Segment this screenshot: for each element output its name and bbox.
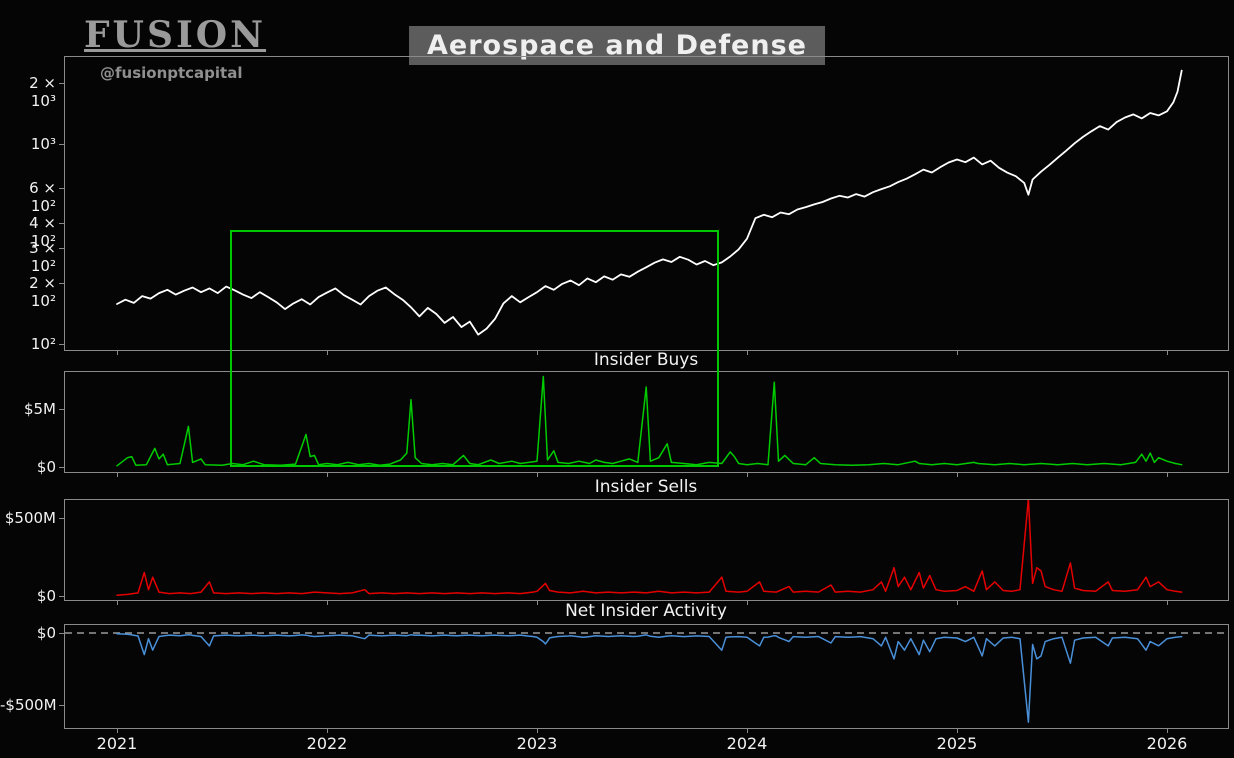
y-tick-label: 10² (0, 335, 56, 353)
x-tick-label: 2024 (712, 734, 782, 753)
y-tick-label: 2 × 10² (0, 274, 56, 310)
x-tick-label: 2021 (82, 734, 152, 753)
x-tick-mark (537, 601, 538, 605)
y-tick-mark (59, 344, 64, 345)
x-tick-mark (747, 473, 748, 477)
x-tick-mark (327, 601, 328, 605)
x-tick-mark (1167, 351, 1168, 355)
x-tick-mark (537, 473, 538, 477)
y-tick-label: 4 × 10² (0, 214, 56, 250)
x-tick-label: 2023 (502, 734, 572, 753)
y-tick-mark (59, 467, 64, 468)
y-tick-label: $5M (0, 400, 56, 418)
net-insider-activity-panel (64, 624, 1229, 729)
x-tick-mark (327, 729, 328, 733)
y-tick-label: 2 × 10³ (0, 74, 56, 110)
highlight-annotation-box (230, 230, 719, 467)
x-tick-label: 2025 (922, 734, 992, 753)
x-tick-mark (747, 351, 748, 355)
y-tick-mark (59, 188, 64, 189)
y-tick-mark (59, 633, 64, 634)
x-tick-mark (1167, 729, 1168, 733)
y-tick-mark (59, 518, 64, 519)
insider-sells-panel (64, 499, 1229, 601)
y-tick-mark (59, 83, 64, 84)
x-tick-mark (957, 729, 958, 733)
x-tick-mark (117, 601, 118, 605)
x-tick-mark (1167, 473, 1168, 477)
net-insider-activity-title: Net Insider Activity (346, 601, 946, 621)
y-tick-mark (59, 248, 64, 249)
x-tick-label: 2022 (292, 734, 362, 753)
y-tick-mark (59, 223, 64, 224)
y-tick-label: $0 (0, 624, 56, 642)
x-tick-mark (957, 351, 958, 355)
x-tick-mark (957, 473, 958, 477)
x-tick-mark (117, 473, 118, 477)
fusion-logo: FUSION (84, 16, 266, 56)
y-tick-mark (59, 705, 64, 706)
y-tick-label: $0 (0, 587, 56, 605)
y-tick-mark (59, 283, 64, 284)
x-tick-mark (117, 351, 118, 355)
net_insider_activity-plot (65, 625, 1228, 728)
x-tick-mark (1167, 601, 1168, 605)
x-tick-mark (537, 729, 538, 733)
y-tick-mark (59, 596, 64, 597)
y-tick-mark (59, 144, 64, 145)
insider_sells-plot (65, 500, 1228, 600)
y-tick-label: 10³ (0, 135, 56, 153)
insider-sells-title: Insider Sells (346, 477, 946, 497)
insider_sells-line (117, 500, 1182, 595)
x-tick-mark (747, 601, 748, 605)
y-tick-mark (59, 409, 64, 410)
x-tick-mark (327, 473, 328, 477)
figure: FUSION @fusionptcapital Aerospace and De… (0, 0, 1234, 758)
y-tick-label: $0 (0, 458, 56, 476)
x-tick-mark (747, 729, 748, 733)
x-tick-mark (957, 601, 958, 605)
x-tick-mark (117, 729, 118, 733)
y-tick-label: -$500M (0, 696, 56, 714)
y-tick-label: 6 × 10² (0, 179, 56, 215)
x-tick-label: 2026 (1132, 734, 1202, 753)
y-tick-label: $500M (0, 509, 56, 527)
net_insider_activity-line (117, 634, 1182, 723)
